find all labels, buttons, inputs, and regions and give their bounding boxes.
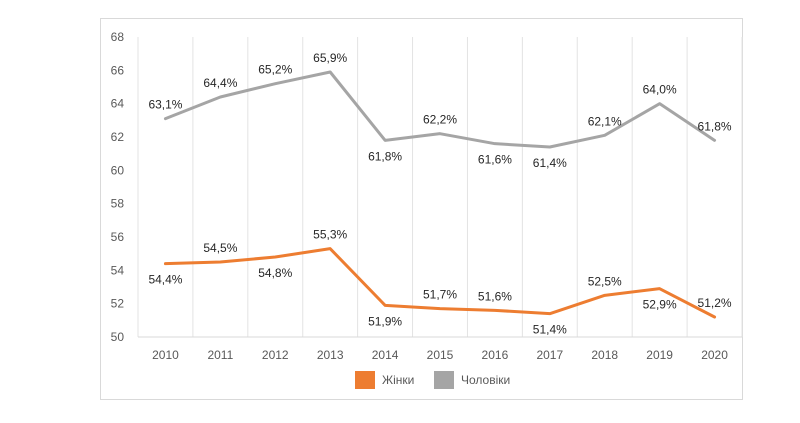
data-label: 61,8%	[368, 149, 402, 163]
legend: Жінки Чоловіки	[355, 371, 510, 389]
data-label: 63,1%	[148, 98, 182, 112]
x-tick-label: 2017	[536, 348, 563, 362]
data-label: 61,6%	[478, 153, 512, 167]
y-tick-label: 54	[111, 263, 125, 277]
data-label: 51,7%	[423, 288, 457, 302]
y-tick-label: 66	[111, 63, 125, 77]
data-label: 51,4%	[533, 323, 567, 337]
data-label: 55,3%	[313, 228, 347, 242]
data-label: 52,9%	[643, 298, 677, 312]
legend-swatch	[355, 371, 375, 389]
data-label: 64,4%	[203, 76, 237, 90]
x-tick-label: 2014	[372, 348, 399, 362]
legend-label: Чоловіки	[461, 373, 510, 387]
x-tick-label: 2019	[646, 348, 673, 362]
data-label: 52,5%	[588, 274, 622, 288]
data-label: 62,1%	[588, 114, 622, 128]
y-tick-label: 58	[111, 197, 125, 211]
x-tick-label: 2012	[262, 348, 289, 362]
data-labels: 54,4% 54,5% 54,8% 55,3% 51,9% 51,7% 51,6% 51,4%…	[148, 51, 731, 337]
data-label: 65,9%	[313, 51, 347, 65]
data-label: 54,5%	[203, 241, 237, 255]
y-tick-label: 62	[111, 130, 125, 144]
data-label: 54,8%	[258, 266, 292, 280]
y-tick-label: 60	[111, 163, 125, 177]
data-label: 54,4%	[148, 273, 182, 287]
x-tick-label: 2013	[317, 348, 344, 362]
data-label: 64,0%	[643, 83, 677, 97]
y-tick-label: 56	[111, 230, 125, 244]
legend-label: Жінки	[382, 373, 414, 387]
gridlines	[137, 37, 743, 337]
x-tick-label: 2011	[207, 348, 233, 362]
data-label: 61,4%	[533, 156, 567, 170]
x-tick-label: 2010	[152, 348, 179, 362]
x-axis-ticks: 2010 2011 2012 2013 2014 2015 2016 2017 2018 2019…	[152, 348, 728, 362]
y-tick-label: 64	[111, 97, 125, 111]
x-tick-label: 2020	[701, 348, 728, 362]
y-tick-label: 68	[111, 30, 125, 44]
data-label: 51,9%	[368, 314, 402, 328]
data-label: 65,2%	[258, 63, 292, 77]
y-tick-label: 50	[111, 330, 125, 344]
data-label: 51,2%	[698, 296, 732, 310]
data-label: 51,6%	[478, 289, 512, 303]
data-label: 62,2%	[423, 113, 457, 127]
data-label: 61,8%	[698, 119, 732, 133]
x-tick-label: 2018	[591, 348, 618, 362]
y-axis-ticks: 50 52 54 56 58 60 62 64 66 68	[111, 30, 125, 344]
x-tick-label: 2015	[427, 348, 454, 362]
legend-swatch	[434, 371, 454, 389]
series-line-2	[163, 70, 717, 149]
series-lines	[163, 70, 717, 319]
series-line-1	[163, 247, 717, 319]
x-tick-label: 2016	[482, 348, 509, 362]
y-tick-label: 52	[111, 297, 125, 311]
